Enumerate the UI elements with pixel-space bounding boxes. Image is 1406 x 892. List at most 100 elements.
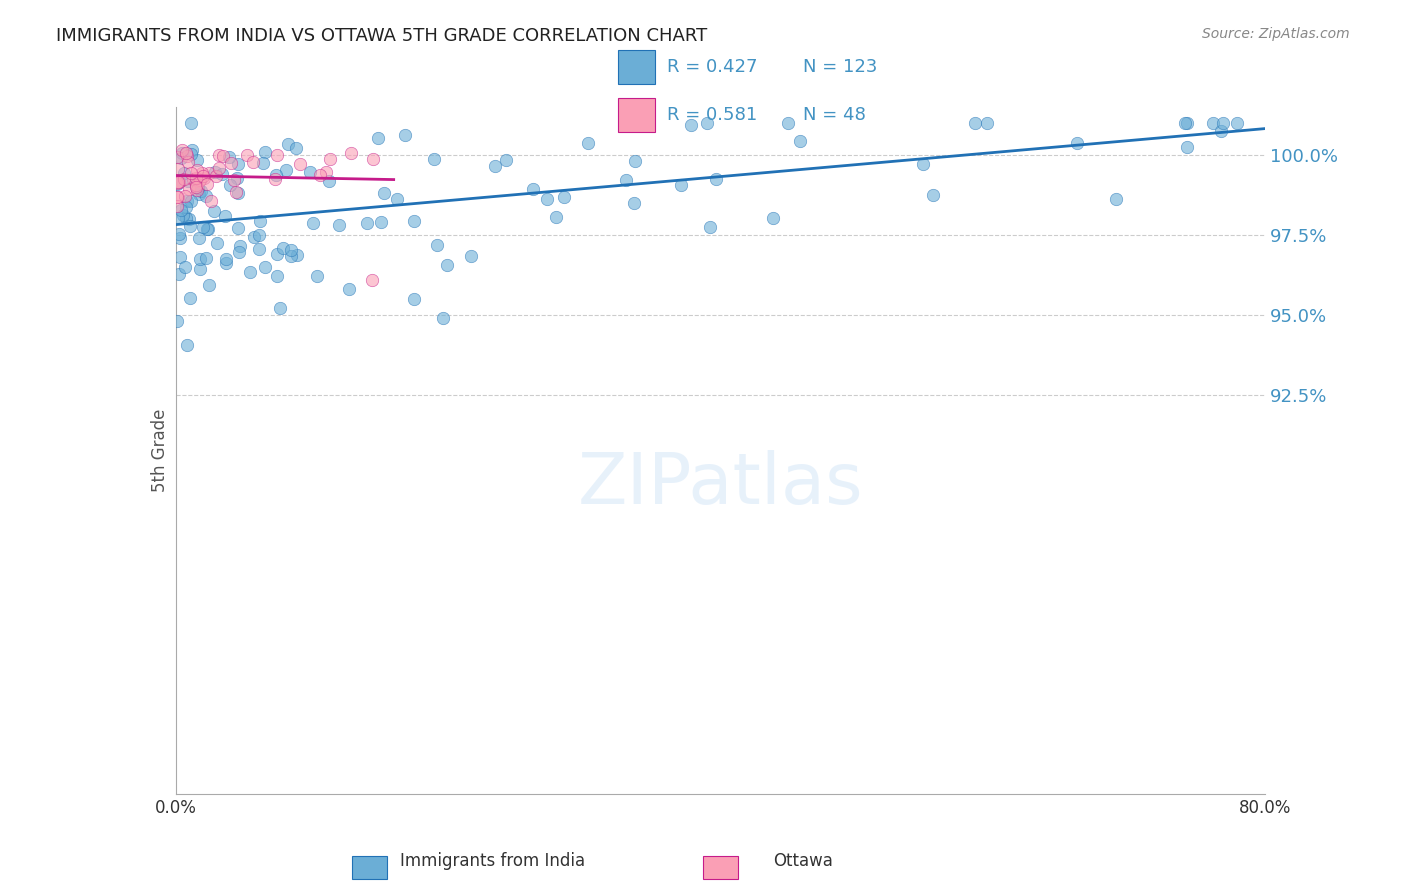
Point [911, 157, 934, 171]
Point [188, 187, 211, 202]
Point [190, 252, 212, 267]
Point [522, 182, 544, 196]
Point [274, 163, 297, 178]
Point [174, 189, 197, 203]
Point [180, 194, 202, 209]
Point [215, 256, 238, 270]
Point [1174, 116, 1197, 130]
Point [402, 213, 425, 227]
Point [186, 179, 208, 194]
Point [363, 153, 385, 167]
Point [177, 181, 200, 195]
Point [170, 146, 193, 161]
Point [436, 259, 458, 273]
Point [922, 187, 945, 202]
Point [242, 155, 264, 169]
Point [229, 239, 252, 253]
Point [167, 227, 190, 242]
Point [181, 172, 204, 186]
Point [394, 128, 416, 143]
Point [214, 209, 236, 223]
Point [266, 247, 288, 261]
Point [307, 269, 329, 284]
Point [194, 252, 217, 266]
Point [197, 177, 219, 191]
Point [976, 116, 998, 130]
Point [249, 214, 271, 228]
Point [193, 170, 215, 185]
Point [177, 155, 200, 169]
Text: ZIPatlas: ZIPatlas [578, 450, 863, 519]
Point [965, 116, 987, 130]
Point [167, 189, 190, 203]
Point [1175, 116, 1198, 130]
Point [328, 218, 350, 232]
Point [166, 199, 188, 213]
Point [191, 166, 214, 180]
Y-axis label: 5th Grade: 5th Grade [150, 409, 169, 492]
FancyBboxPatch shape [617, 98, 655, 132]
Text: Ottawa: Ottawa [773, 852, 834, 870]
Point [202, 204, 225, 219]
Text: N = 48: N = 48 [803, 106, 866, 124]
Point [789, 134, 811, 148]
Point [173, 166, 195, 180]
Point [180, 116, 202, 130]
Text: N = 123: N = 123 [803, 58, 877, 76]
Point [1066, 136, 1088, 150]
Point [266, 269, 288, 284]
Point [280, 243, 302, 257]
Point [200, 194, 222, 209]
Point [195, 222, 218, 236]
Point [253, 260, 276, 274]
Point [290, 157, 312, 171]
Point [166, 190, 188, 204]
Point [186, 170, 208, 185]
Point [1226, 116, 1249, 130]
Point [198, 278, 221, 293]
Point [184, 179, 207, 194]
Point [623, 153, 645, 168]
Point [169, 175, 191, 189]
Point [623, 196, 645, 211]
Point [172, 208, 194, 222]
Point [180, 166, 202, 180]
Point [776, 116, 799, 130]
Point [188, 174, 211, 188]
Point [243, 230, 266, 244]
Point [188, 172, 211, 186]
Point [681, 118, 703, 132]
Point [204, 165, 226, 179]
Text: R = 0.581: R = 0.581 [668, 106, 758, 124]
Point [252, 155, 274, 169]
Point [699, 220, 721, 235]
Point [208, 148, 231, 162]
Point [404, 292, 426, 306]
Point [385, 192, 408, 206]
Point [264, 172, 287, 186]
Point [484, 159, 506, 173]
Point [423, 152, 446, 166]
Point [361, 272, 384, 286]
Point [181, 144, 204, 158]
Point [236, 148, 259, 162]
Point [432, 310, 454, 325]
Point [186, 183, 208, 197]
Point [370, 215, 392, 229]
Point [277, 137, 299, 152]
Point [179, 291, 201, 305]
Point [195, 189, 218, 203]
Point [271, 241, 294, 255]
Point [191, 219, 214, 234]
Point [301, 216, 323, 230]
Point [170, 203, 193, 218]
Point [553, 190, 575, 204]
Point [1104, 192, 1126, 206]
Point [298, 165, 321, 179]
Point [367, 131, 389, 145]
Point [309, 168, 332, 182]
Point [544, 210, 567, 224]
Point [762, 211, 785, 226]
Point [264, 168, 287, 182]
Point [193, 169, 215, 184]
